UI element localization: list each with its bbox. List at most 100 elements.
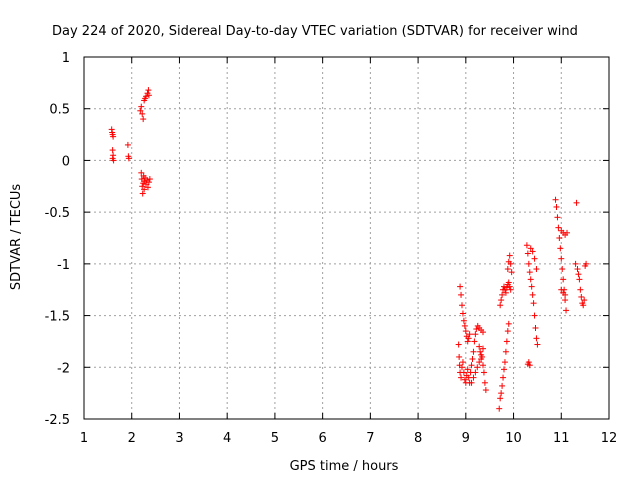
data-point [464, 366, 471, 373]
data-point [473, 326, 480, 333]
data-point [508, 269, 515, 276]
data-point [138, 103, 145, 110]
data-point [530, 300, 537, 307]
data-point [501, 283, 507, 290]
data-point [146, 176, 153, 183]
data-point [469, 356, 476, 363]
data-point [526, 362, 533, 369]
data-point [499, 291, 506, 298]
data-point [528, 283, 535, 290]
data-point [534, 341, 541, 348]
data-point [502, 348, 509, 355]
data-point [144, 184, 151, 191]
data-point [472, 369, 479, 376]
data-point [563, 307, 570, 314]
data-point [465, 335, 472, 342]
data-point [531, 255, 538, 262]
data-point [460, 369, 467, 376]
data-point [461, 322, 468, 329]
data-point [498, 390, 505, 397]
data-point [461, 376, 468, 383]
data-point [564, 229, 570, 236]
data-point [580, 302, 587, 309]
data-point [572, 260, 579, 267]
data-point [527, 276, 534, 283]
data-point [458, 374, 465, 381]
data-point [583, 260, 590, 267]
data-point [578, 293, 585, 300]
x-tick-label: 4 [223, 431, 231, 446]
y-tick-label: -1 [57, 258, 70, 273]
data-point [500, 374, 507, 381]
data-point [574, 266, 581, 273]
plot-frame [83, 56, 610, 420]
data-point [555, 224, 562, 231]
data-point [476, 359, 483, 366]
data-point [562, 291, 569, 298]
data-point [458, 291, 465, 298]
data-point [139, 110, 146, 117]
data-point [140, 116, 147, 123]
data-point [456, 353, 463, 360]
data-point [145, 92, 152, 99]
data-point [482, 387, 489, 394]
y-tick-label: 0.5 [49, 103, 70, 118]
data-point [523, 242, 530, 249]
y-tick-label: -0.5 [45, 206, 70, 221]
data-point [145, 87, 152, 94]
data-point [477, 348, 484, 355]
data-point [497, 302, 504, 309]
x-tick-label: 8 [414, 431, 422, 446]
data-point [559, 266, 566, 273]
data-point [138, 169, 145, 176]
data-point [533, 335, 540, 342]
data-point [499, 382, 506, 389]
y-tick-label: -1.5 [45, 310, 70, 325]
data-point [503, 338, 510, 345]
data-point [464, 338, 471, 345]
data-point [474, 364, 481, 371]
x-tick-label: 1 [80, 431, 88, 446]
x-axis-label: GPS time / hours [290, 459, 399, 474]
data-point [125, 155, 132, 162]
data-point [581, 297, 588, 304]
data-point [457, 283, 464, 290]
data-point [459, 364, 465, 371]
x-tick-label: 11 [553, 431, 570, 446]
data-point [524, 250, 531, 257]
x-tick-label: 2 [128, 431, 136, 446]
data-point [462, 328, 469, 335]
data-point [459, 310, 466, 317]
data-point [480, 369, 487, 376]
data-point [480, 345, 486, 352]
data-point [576, 276, 583, 283]
data-point [525, 260, 532, 267]
data-point [460, 317, 467, 324]
x-tick-label: 6 [318, 431, 326, 446]
data-point [470, 374, 477, 381]
data-point [110, 133, 117, 140]
data-point [573, 199, 580, 206]
data-point [507, 286, 514, 293]
data-point [497, 395, 504, 402]
x-tick-label: 9 [462, 431, 470, 446]
data-point [468, 362, 475, 369]
data-point [109, 147, 116, 154]
y-axis-label: SDTVAR / TECUs [9, 184, 24, 291]
data-point [137, 107, 144, 114]
data-point [527, 245, 534, 252]
data-point [554, 214, 561, 221]
data-point [498, 297, 505, 304]
data-point [466, 331, 473, 338]
data-point [504, 328, 511, 335]
data-point [558, 255, 565, 262]
data-point [505, 279, 512, 286]
data-point [501, 359, 508, 366]
data-point [502, 289, 509, 296]
x-tick-label: 7 [366, 431, 374, 446]
data-point [560, 276, 567, 283]
data-point [531, 312, 538, 319]
data-point [577, 286, 584, 293]
